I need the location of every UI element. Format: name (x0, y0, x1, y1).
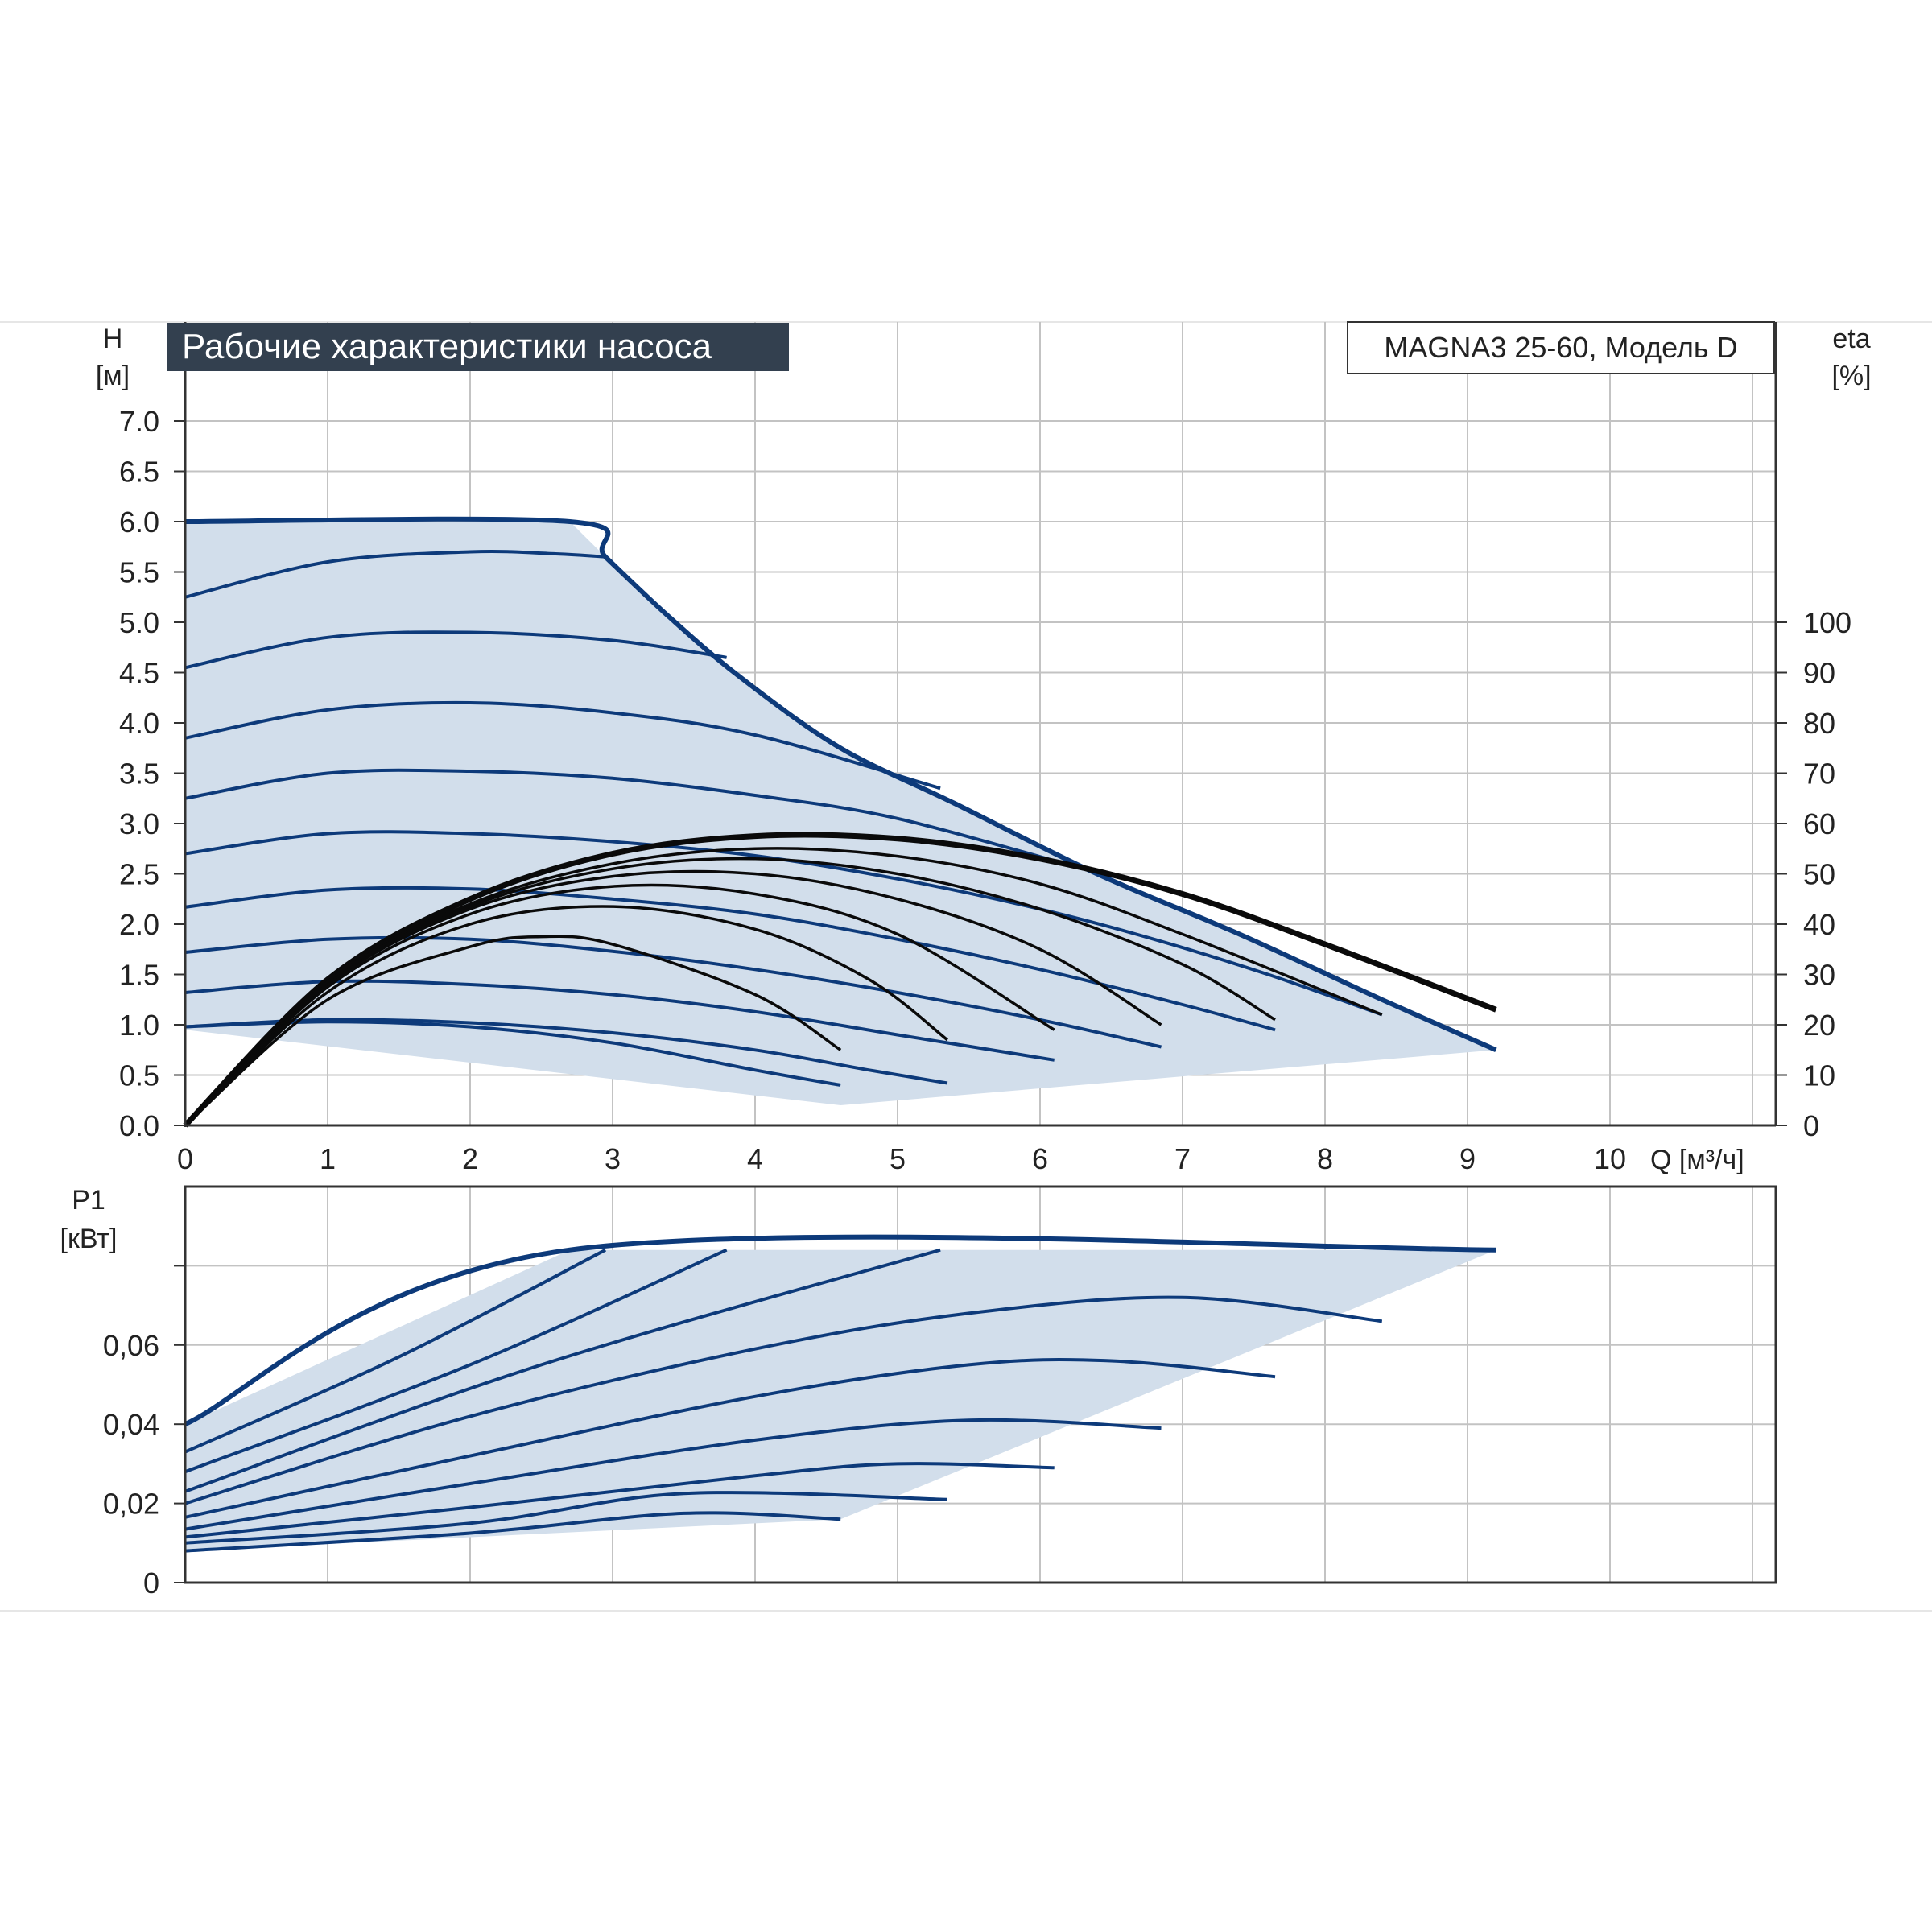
flow-x-tick-label: 10 (1594, 1142, 1626, 1175)
flow-x-tick-label: 1 (320, 1142, 336, 1175)
flow-x-tick-label: 3 (605, 1142, 621, 1175)
power-chart-frame (184, 1185, 1777, 1584)
efficiency-y-tick-label: 70 (1803, 758, 1835, 791)
efficiency-y-tick-label: 20 (1803, 1009, 1835, 1042)
flow-x-tick-label: 0 (177, 1142, 193, 1175)
flow-x-tick-label: 9 (1459, 1142, 1476, 1175)
efficiency-y-tick-label: 30 (1803, 959, 1835, 992)
head-y-tick-label: 6.0 (119, 506, 159, 539)
head-curve (184, 768, 1084, 871)
efficiency-y-tick-label: 0 (1803, 1109, 1819, 1142)
efficiency-curve (184, 857, 1276, 1127)
power-curve (184, 1248, 728, 1474)
power-curve (184, 1248, 607, 1454)
head-y-tick-label: 4.5 (119, 657, 159, 690)
efficiency-y-tick-label: 10 (1803, 1059, 1835, 1092)
head-operating-region (185, 522, 1496, 1105)
head-curves (184, 516, 1497, 1087)
head-y-tick-label: 2.5 (119, 858, 159, 891)
power-y-tick-label: 0,04 (103, 1408, 159, 1441)
head-curve-max (184, 516, 1497, 1053)
power-chart-tick-labels: 0 0,02 0,04 0,06 (103, 1329, 159, 1600)
efficiency-curve (184, 883, 1055, 1127)
flow-axis-label: Q [м³/ч] (1650, 1145, 1744, 1175)
head-curve (184, 550, 606, 599)
flow-x-tick-label: 8 (1317, 1142, 1333, 1175)
head-axis-unit: [м] (96, 361, 130, 391)
head-y-tick-label: 0.5 (119, 1059, 159, 1092)
power-curve (184, 1248, 941, 1493)
head-y-tick-label: 4.0 (119, 707, 159, 740)
efficiency-y-tick-label: 60 (1803, 807, 1835, 840)
head-y-tick-label: 1.5 (119, 959, 159, 992)
power-axis-symbol: P1 (72, 1185, 105, 1216)
efficiency-curve (184, 935, 842, 1127)
efficiency-y-tick-label: 50 (1803, 858, 1835, 891)
chart-title: Рабочие характеристики насоса (182, 327, 712, 366)
power-curve (184, 1511, 841, 1553)
power-curves (184, 1234, 1496, 1553)
head-y-tick-label: 3.5 (119, 758, 159, 791)
head-y-tick-label: 3.0 (119, 807, 159, 840)
power-y-tick-label: 0,02 (103, 1488, 159, 1521)
power-curve (184, 1418, 1162, 1531)
head-y-tick-label: 0.0 (119, 1109, 159, 1142)
head-chart-axes (174, 322, 1787, 1127)
flow-x-tick-label: 7 (1174, 1142, 1191, 1175)
power-curve (184, 1358, 1276, 1519)
head-y-tick-label: 5.5 (119, 556, 159, 589)
efficiency-y-tick-label: 80 (1803, 707, 1835, 740)
flow-x-tick-label: 5 (890, 1142, 906, 1175)
efficiency-curve (184, 905, 948, 1127)
efficiency-curve (184, 847, 1383, 1127)
head-curve (184, 1018, 948, 1085)
efficiency-axis-symbol: eta (1832, 324, 1870, 354)
efficiency-axis-unit: [%] (1831, 361, 1871, 391)
model-label-box (1347, 321, 1775, 374)
flow-x-tick-label: 6 (1032, 1142, 1048, 1175)
efficiency-y-tick-label: 90 (1803, 657, 1835, 690)
efficiency-y-tick-label: 40 (1803, 908, 1835, 941)
model-label: MAGNA3 25-60, Модель D (1384, 331, 1737, 364)
head-curve (184, 630, 727, 670)
power-y-tick-label: 0 (143, 1567, 159, 1600)
head-curve (184, 700, 941, 791)
head-curve (184, 1020, 841, 1087)
head-curve (184, 830, 1383, 1017)
head-y-tick-label: 5.0 (119, 606, 159, 639)
power-curve (184, 1491, 947, 1545)
power-curve (184, 1462, 1055, 1539)
flow-x-tick-label: 2 (462, 1142, 478, 1175)
flow-x-tick-label: 4 (747, 1142, 763, 1175)
head-region-fill (185, 522, 1496, 1105)
head-axis-symbol: H (103, 324, 123, 354)
power-curve-max (184, 1234, 1496, 1426)
efficiency-curve (184, 869, 1162, 1127)
head-curve (184, 886, 1276, 1032)
head-chart-tick-labels: 0 1 2 3 4 5 6 7 8 9 10 0.0 0.5 1.0 1.5 2.0 2.5 3.0 3.5 4.0 4… (119, 405, 1852, 1175)
power-curve (184, 1295, 1383, 1505)
power-axis-unit: [кВт] (60, 1224, 118, 1254)
head-y-tick-label: 6.5 (119, 456, 159, 489)
chart-title-box (167, 323, 789, 371)
power-chart-axes (174, 1185, 1777, 1584)
head-y-tick-label: 1.0 (119, 1009, 159, 1042)
efficiency-curves (183, 832, 1497, 1128)
head-y-tick-label: 7.0 (119, 405, 159, 438)
head-curve (184, 935, 1162, 1049)
power-y-tick-label: 0,06 (103, 1329, 159, 1362)
head-y-tick-label: 2.0 (119, 908, 159, 941)
efficiency-y-tick-label: 100 (1803, 606, 1852, 639)
